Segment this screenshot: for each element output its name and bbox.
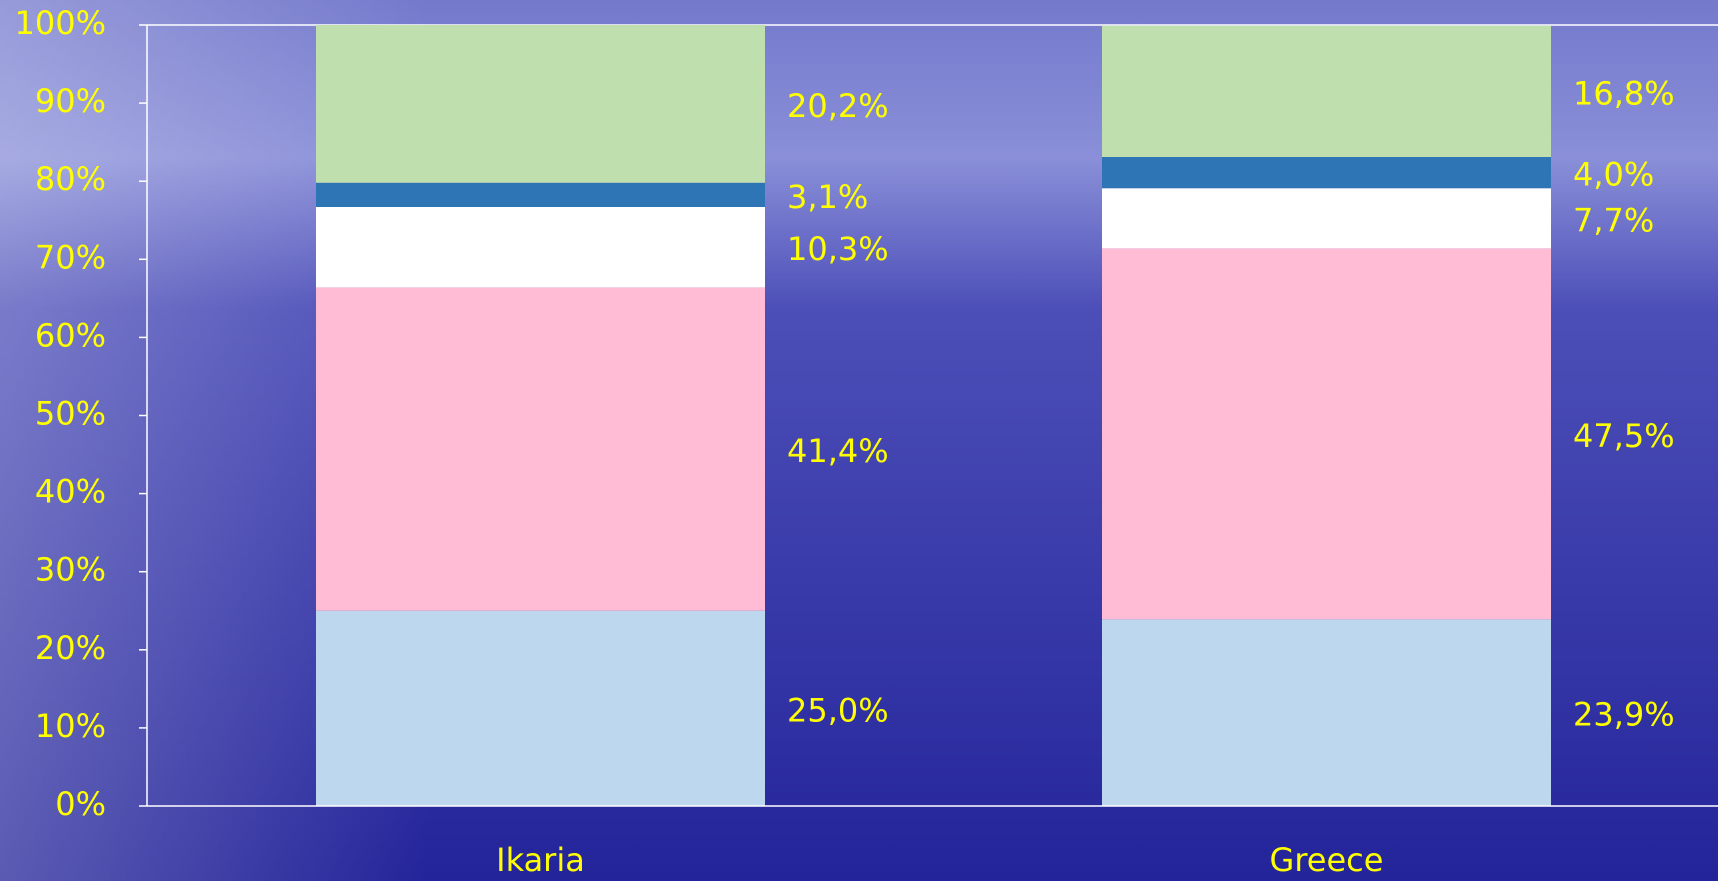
data-label: 3,1% (787, 178, 868, 216)
bar-segment (316, 25, 765, 183)
y-tick-label: 100% (15, 4, 106, 42)
y-tick-label: 10% (35, 707, 106, 745)
bar-segment (316, 610, 765, 806)
data-label: 10,3% (787, 230, 889, 268)
x-tick-label: Ikaria (496, 841, 585, 879)
data-label: 23,9% (1573, 696, 1675, 734)
bar-segment (1102, 248, 1551, 620)
y-tick-label: 60% (35, 316, 106, 354)
y-tick-label: 20% (35, 629, 106, 667)
data-label: 25,0% (787, 691, 889, 729)
x-tick-label: Greece (1270, 841, 1384, 879)
y-tick-label: 50% (35, 395, 106, 433)
bar-segment (1102, 25, 1551, 157)
y-tick-label: 30% (35, 551, 106, 589)
data-label: 4,0% (1573, 156, 1654, 194)
bar-segment (316, 287, 765, 611)
y-tick-label: 80% (35, 160, 106, 198)
data-label: 7,7% (1573, 201, 1654, 239)
bar-segment (1102, 619, 1551, 806)
bar-segment (1102, 156, 1551, 189)
data-label: 41,4% (787, 432, 889, 470)
bar-segment (316, 182, 765, 207)
data-label: 16,8% (1573, 74, 1675, 112)
data-label: 47,5% (1573, 417, 1675, 455)
bar-segment (316, 206, 765, 288)
y-tick-label: 40% (35, 473, 106, 511)
y-tick-label: 70% (35, 238, 106, 276)
y-tick-label: 0% (55, 785, 106, 823)
data-label: 20,2% (787, 87, 889, 125)
bar-segment (1102, 188, 1551, 249)
y-tick-label: 90% (35, 82, 106, 120)
